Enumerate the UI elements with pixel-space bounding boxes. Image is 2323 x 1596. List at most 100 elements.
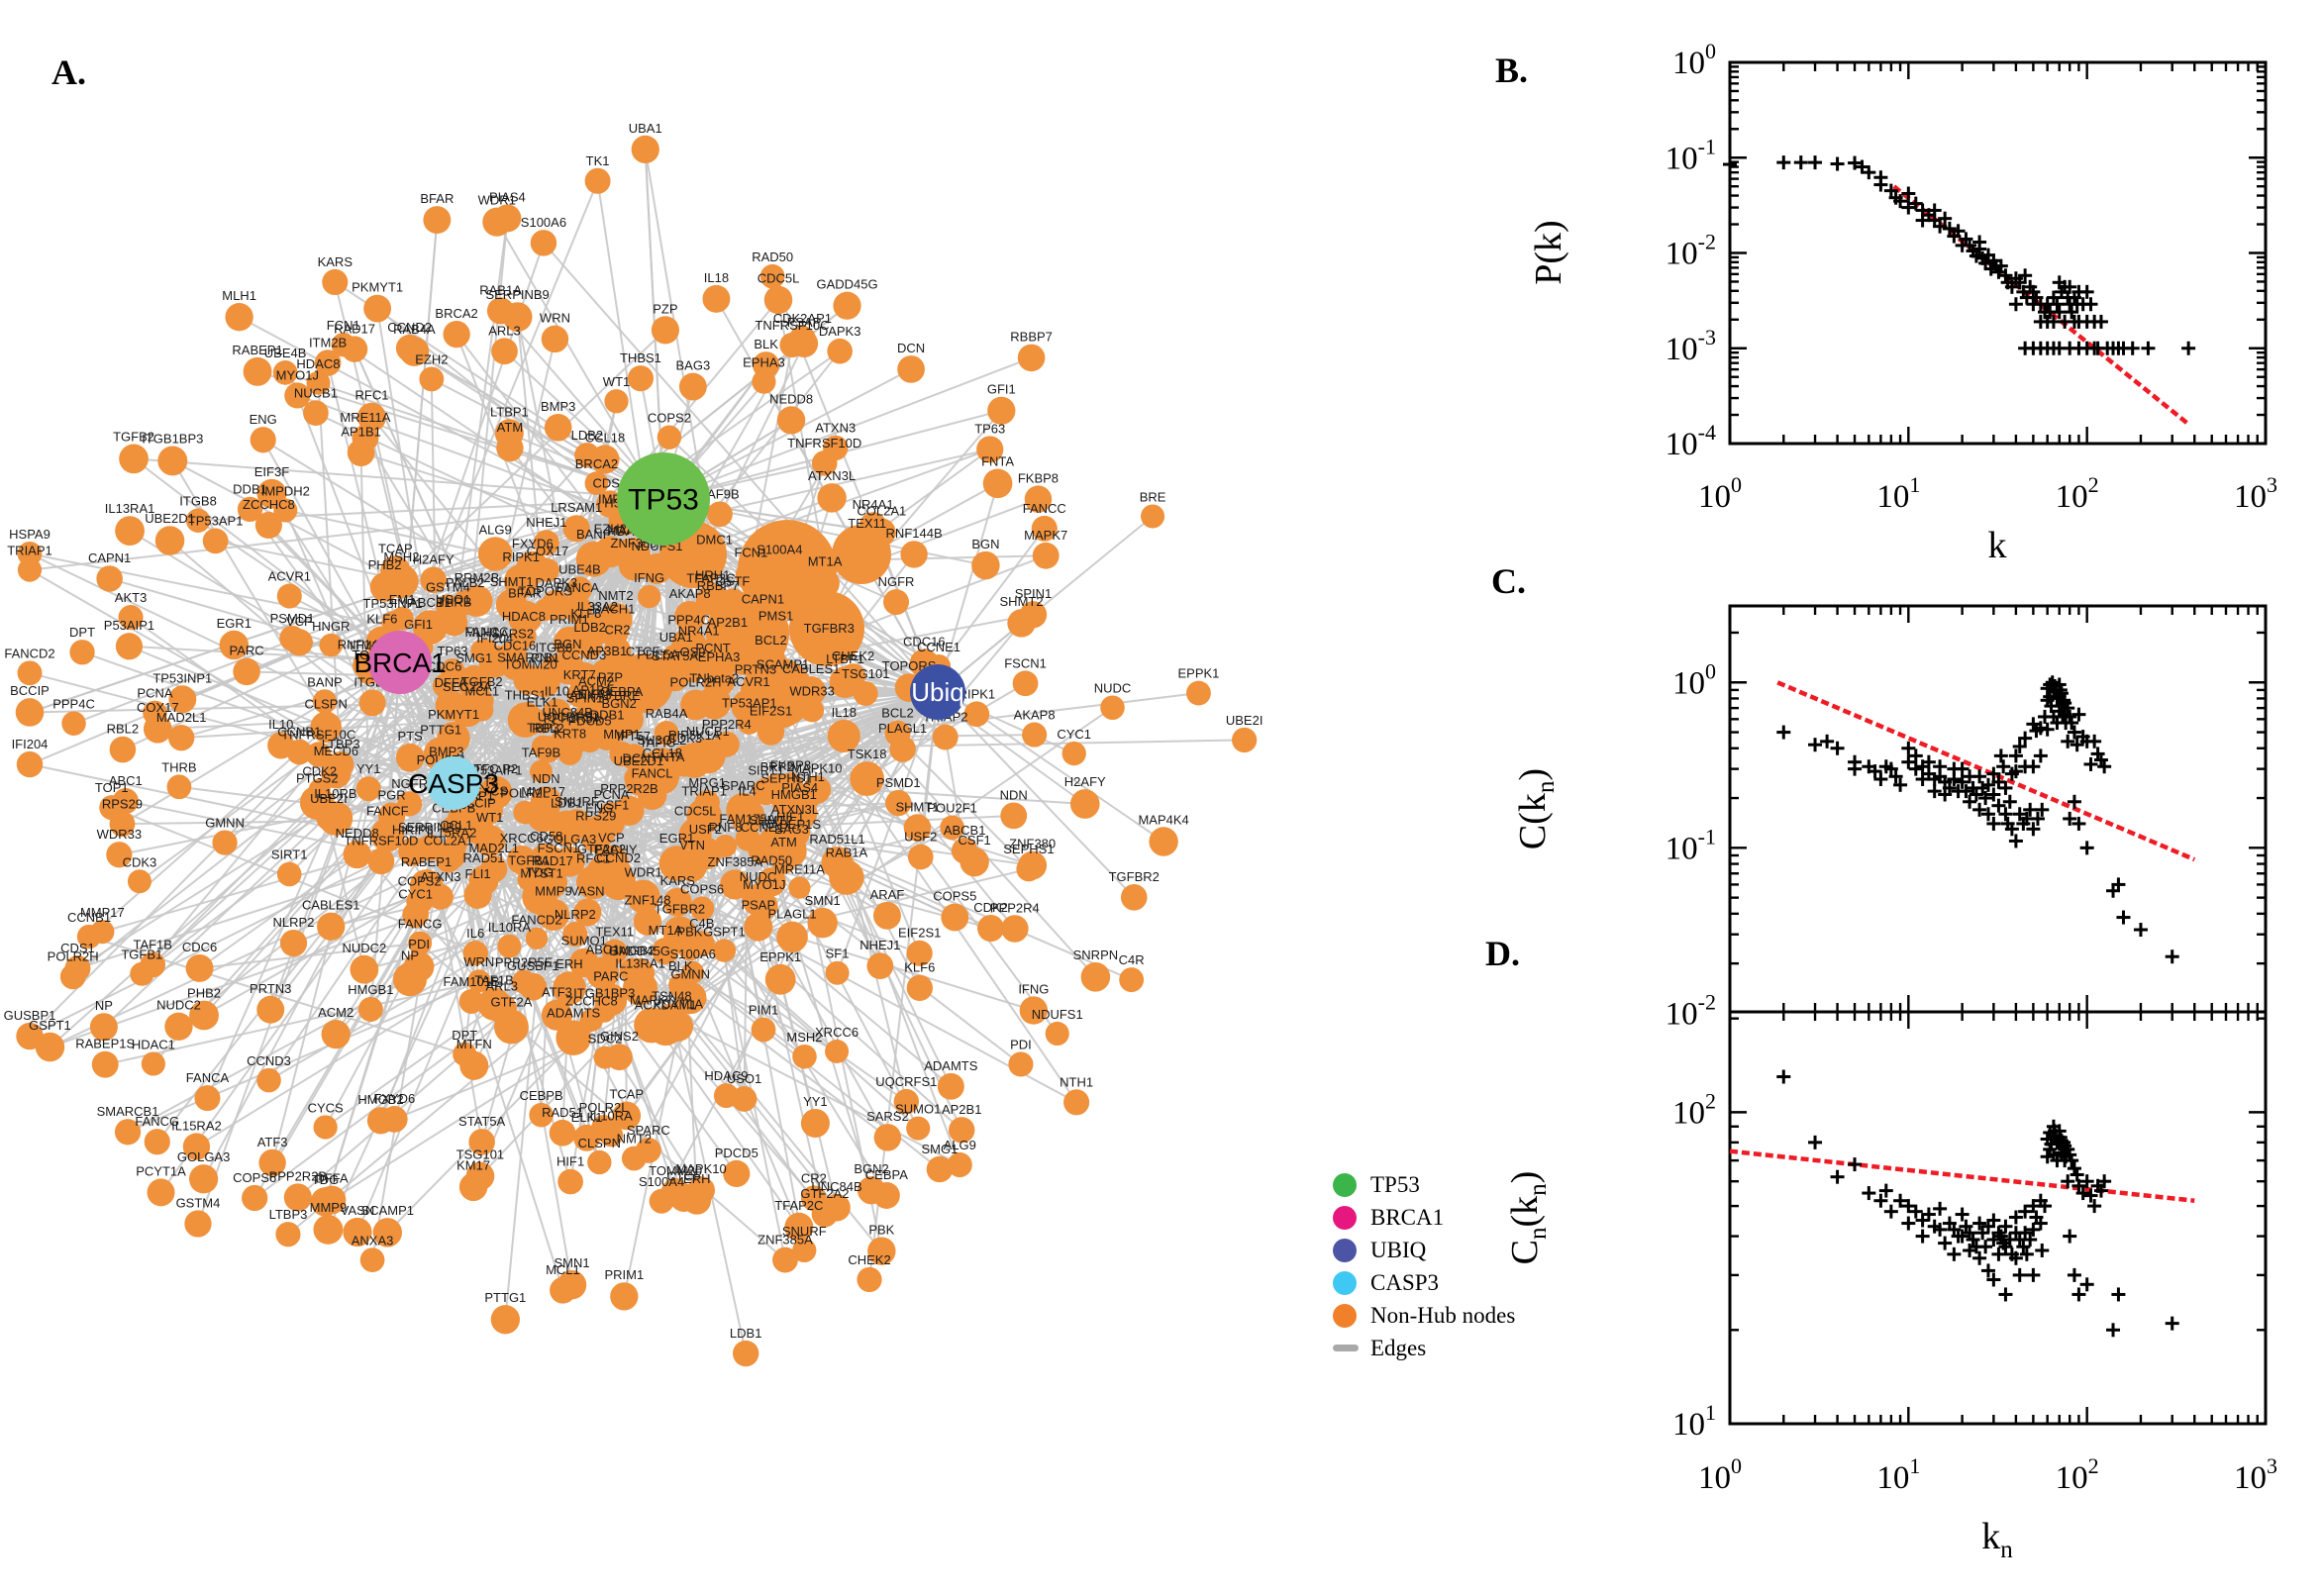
chart-panel-b: 100 10-1 10-2 10-3 10-4 100 101 102 103 P(k) k [1528, 39, 2277, 566]
non-hub-node [452, 803, 481, 833]
non-hub-node [473, 825, 506, 856]
non-hub-node [662, 916, 697, 949]
non-hub-node [751, 1017, 776, 1043]
non-hub-node [359, 1247, 385, 1272]
network-nonhub-nodes [15, 135, 1258, 1367]
non-hub-node [168, 685, 197, 714]
non-hub-node [185, 508, 211, 533]
non-hub-node [319, 633, 344, 657]
non-hub-node [937, 1072, 964, 1100]
non-hub-node [112, 788, 139, 815]
non-hub-node [751, 606, 775, 632]
non-hub-node [697, 685, 732, 720]
chart-panel-d: 102 101 100 101 102 103 Cn(kn) kn [1504, 1010, 2277, 1563]
non-hub-node [703, 547, 726, 569]
non-hub-node [555, 846, 585, 877]
non-hub-node [279, 929, 308, 957]
legend-label: BRCA1 [1370, 1204, 1445, 1230]
non-hub-node [635, 1137, 661, 1163]
non-hub-node [633, 907, 662, 936]
legend-item-tp53: TP53 [1333, 1168, 1515, 1201]
non-hub-node [963, 701, 990, 728]
non-hub-node [497, 934, 522, 958]
tick-label: 102 [2056, 1453, 2099, 1496]
non-hub-node [543, 698, 571, 728]
non-hub-node [1031, 515, 1058, 542]
non-hub-node [947, 1151, 972, 1178]
non-hub-node [283, 1183, 312, 1212]
non-hub-node [764, 963, 796, 995]
non-hub-node [465, 1161, 495, 1191]
non-hub-node [527, 799, 560, 833]
non-hub-node [321, 1019, 351, 1049]
non-hub-node [829, 666, 861, 699]
non-hub-node [314, 349, 342, 376]
fit-line [1776, 680, 2196, 862]
non-hub-node [866, 518, 896, 548]
non-hub-node [907, 844, 934, 870]
non-hub-node [419, 366, 445, 392]
non-hub-node [671, 627, 707, 662]
non-hub-node [1069, 789, 1100, 819]
non-hub-node [256, 995, 285, 1024]
non-hub-node [343, 1217, 372, 1247]
non-hub-node [949, 1117, 975, 1144]
non-hub-node [467, 969, 491, 993]
non-hub-node [355, 776, 381, 802]
non-hub-node [91, 1050, 119, 1078]
non-hub-node [479, 775, 513, 810]
non-hub-node [494, 419, 524, 449]
non-hub-node [529, 1102, 554, 1128]
non-hub-node [615, 538, 651, 573]
non-hub-node [575, 541, 612, 577]
non-hub-node [885, 789, 912, 817]
x-axis-title: kn [1981, 1516, 2013, 1563]
non-hub-node [17, 557, 43, 582]
hub-node-casp3 [427, 756, 480, 810]
non-hub-node [1232, 727, 1258, 753]
non-hub-node [712, 939, 737, 962]
legend-label: Non-Hub nodes [1370, 1302, 1516, 1328]
non-hub-node [1063, 1089, 1090, 1116]
non-hub-node [594, 983, 628, 1017]
non-hub-node [17, 660, 43, 686]
non-hub-node [318, 801, 354, 836]
non-hub-node [64, 955, 91, 982]
hub-label-ubiq: Ubiq [911, 677, 963, 707]
non-hub-node [827, 719, 860, 752]
non-hub-node [906, 974, 933, 1001]
non-hub-node [109, 811, 136, 838]
non-hub-node [971, 550, 1000, 580]
non-hub-node [507, 845, 537, 875]
non-hub-node [188, 1164, 219, 1194]
non-hub-node [144, 1129, 170, 1155]
non-hub-node [529, 759, 553, 783]
non-hub-node [573, 898, 602, 927]
legend-item-non-hub-nodes: Non-Hub nodes [1333, 1299, 1515, 1332]
non-hub-node [662, 887, 692, 917]
non-hub-node [604, 710, 634, 741]
non-hub-node [390, 606, 414, 631]
panel-a-label: A. [51, 52, 86, 92]
non-hub-node [507, 702, 544, 738]
non-hub-node [620, 744, 648, 770]
non-hub-node [649, 1012, 683, 1047]
non-hub-node [463, 880, 492, 909]
panel-c-label: C. [1491, 561, 1526, 601]
non-hub-node [494, 1009, 529, 1045]
tick-label: 100 [1672, 658, 1716, 701]
non-hub-node [343, 840, 371, 869]
tick-label: 10-2 [1666, 230, 1716, 272]
non-hub-node [423, 206, 452, 235]
non-hub-node [694, 790, 720, 816]
non-hub-node [212, 830, 238, 855]
non-hub-node [306, 370, 331, 395]
non-hub-node [512, 969, 537, 994]
non-hub-node [61, 711, 86, 736]
non-hub-node [867, 1237, 896, 1265]
tick-label: 10-2 [1666, 990, 1716, 1033]
tick-label: 101 [1672, 1400, 1716, 1443]
non-hub-node [164, 1012, 193, 1041]
non-hub-node [157, 446, 188, 476]
